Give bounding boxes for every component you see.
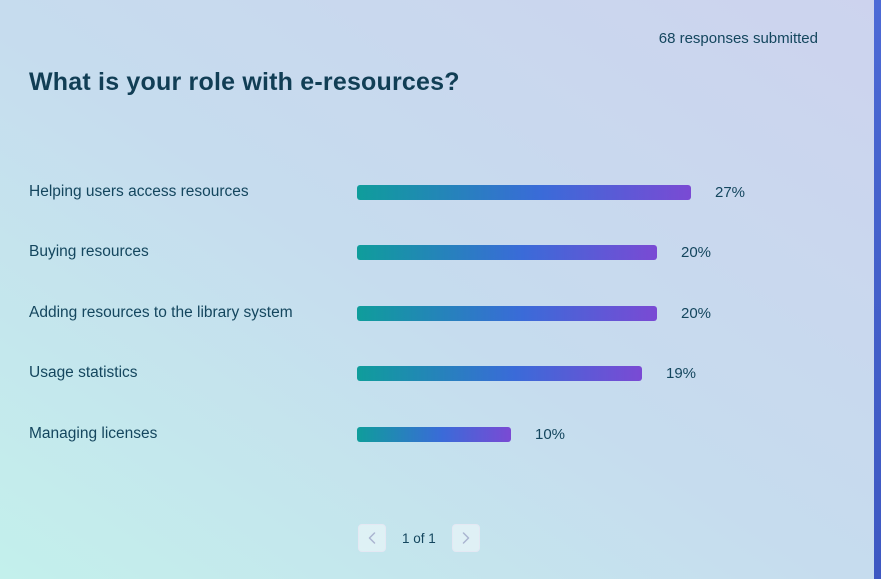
bar-label: Adding resources to the library system [29,304,293,321]
bar-value: 20% [681,304,712,322]
vertical-scrollbar[interactable] [874,0,881,579]
chart-row: Buying resources 20% [0,240,881,264]
pagination: 1 of 1 [358,524,480,552]
chevron-right-icon [462,532,470,544]
bar-buying-resources [357,244,657,260]
previous-page-button[interactable] [358,524,386,552]
bar-usage-statistics [357,365,642,381]
chart-row: Usage statistics 19% [0,361,881,385]
chart-row: Managing licenses 10% [0,422,881,446]
bar-label: Helping users access resources [29,183,249,200]
bar-label: Managing licenses [29,425,158,442]
bar-value: 27% [715,183,746,201]
bar-value: 10% [535,425,566,443]
page-indicator: 1 of 1 [402,530,436,546]
bar-helping-users [357,184,691,200]
bar-value: 19% [666,364,697,382]
bar-managing-licenses [357,426,511,442]
next-page-button[interactable] [451,524,480,552]
bar-label: Buying resources [29,243,149,260]
responses-count: 68 responses submitted [658,30,818,47]
page-title: What is your role with e-resources? [29,68,460,96]
bar-value: 20% [681,243,712,261]
bar-adding-resources [357,305,657,321]
chart-row: Helping users access resources 27% [0,180,881,204]
bar-label: Usage statistics [29,364,138,381]
chart-row: Adding resources to the library system 2… [0,301,881,325]
chevron-left-icon [368,532,376,544]
